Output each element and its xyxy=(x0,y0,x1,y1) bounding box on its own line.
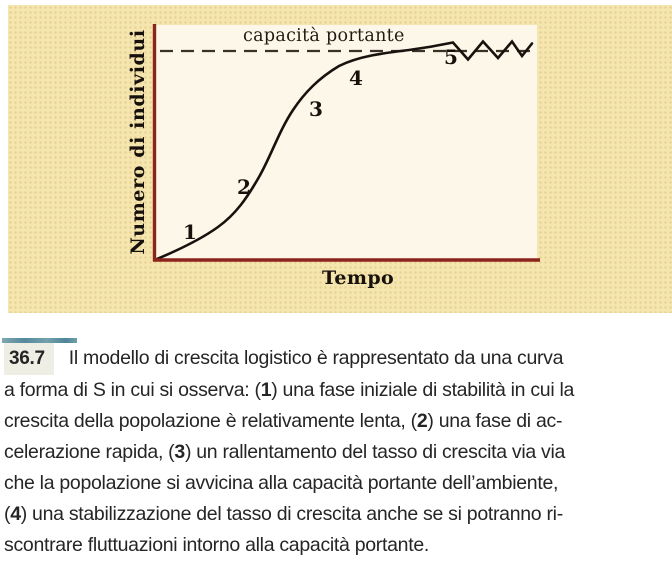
caption-line-2: a forma di S in cui si osserva: (1) una … xyxy=(4,379,575,401)
logistic-curve xyxy=(155,39,534,261)
figure-caption: 36.7 Il modello di crescita logistico è r… xyxy=(4,343,670,561)
phase-label-5: 5 xyxy=(444,45,458,69)
figure-number: 36.7 xyxy=(4,343,54,375)
y-axis-label: Numero di individui xyxy=(127,29,149,255)
caption-line-6: (4) una stabilizzazione del tasso di cre… xyxy=(4,503,563,525)
phase-label-4: 4 xyxy=(349,66,363,90)
caption-teal-rule xyxy=(2,338,77,343)
x-axis-label: Tempo xyxy=(322,267,395,289)
capacity-line-label: capacità portante xyxy=(243,26,405,46)
caption-text: Il modello di crescita logistico è rappr… xyxy=(68,347,564,369)
caption-line-3: crescita della popolazione è relativamen… xyxy=(4,410,563,432)
caption-line-1: 36.7 Il modello di crescita logistico è r… xyxy=(4,343,670,375)
caption-line-7: scontrare fluttuazioni intorno alla capa… xyxy=(4,534,429,556)
phase-label-1: 1 xyxy=(183,220,197,244)
caption-line-5: che la popolazione si avvicina alla capa… xyxy=(4,472,559,494)
caption-line-4: celerazione rapida, (3) un rallentamento… xyxy=(4,441,566,463)
plot-area xyxy=(156,25,537,260)
phase-label-2: 2 xyxy=(237,175,251,199)
phase-label-3: 3 xyxy=(309,97,323,121)
